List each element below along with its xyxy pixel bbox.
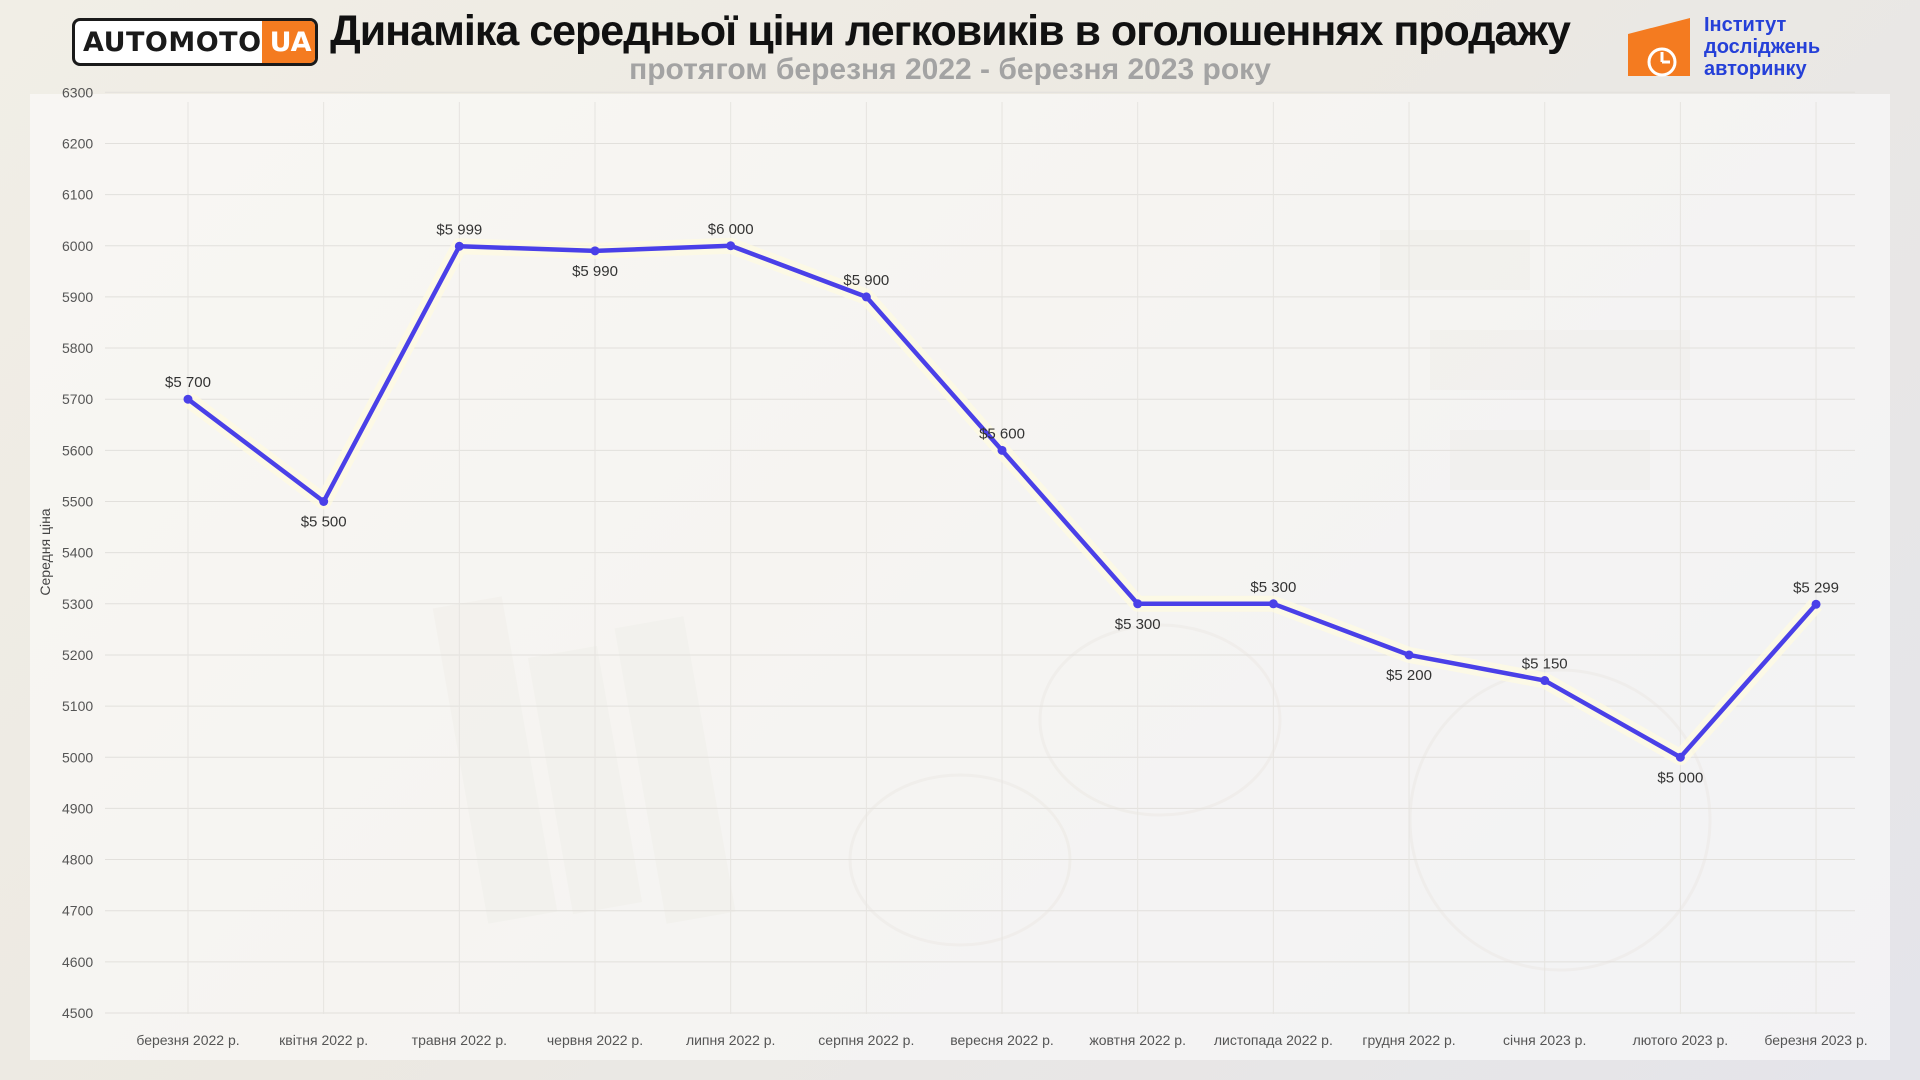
data-label: $5 999 <box>436 221 482 238</box>
data-point <box>319 497 329 506</box>
x-tick-label: квітня 2022 р. <box>279 1032 368 1048</box>
y-axis-label: Середня ціна <box>37 508 53 595</box>
data-point <box>1268 599 1278 609</box>
data-point <box>726 241 736 251</box>
y-tick-label: 5600 <box>62 442 93 458</box>
x-tick-label: лютого 2023 р. <box>1633 1032 1729 1048</box>
y-tick-label: 5900 <box>62 289 93 305</box>
y-tick-label: 4500 <box>62 1005 93 1021</box>
data-label: $5 300 <box>1250 579 1296 596</box>
y-tick-label: 6100 <box>62 187 93 203</box>
y-tick-label: 5100 <box>62 698 93 714</box>
y-tick-label: 6200 <box>62 135 93 151</box>
y-tick-label: 5000 <box>62 749 93 765</box>
y-tick-label: 5700 <box>62 391 93 407</box>
data-point <box>1404 650 1414 660</box>
institute-emblem-icon <box>1628 18 1690 77</box>
logo-main-text: AUTOMOTO <box>83 26 262 58</box>
chart-panel <box>30 94 1890 1060</box>
y-tick-label: 6000 <box>62 238 93 254</box>
data-label: $5 900 <box>843 272 889 289</box>
data-label: $5 000 <box>1657 769 1703 786</box>
x-tick-label: грудня 2022 р. <box>1362 1032 1455 1048</box>
y-tick-label: 5800 <box>62 340 93 356</box>
data-point <box>997 445 1007 455</box>
data-label: $5 150 <box>1522 656 1568 673</box>
data-point <box>590 246 600 256</box>
y-tick-label: 6300 <box>62 84 93 100</box>
data-label: $5 500 <box>301 514 347 531</box>
data-point <box>183 394 193 404</box>
data-point <box>1675 752 1685 762</box>
x-tick-label: травня 2022 р. <box>412 1032 507 1048</box>
logo-accent-text: UA <box>261 21 315 63</box>
x-tick-label: червня 2022 р. <box>547 1032 643 1048</box>
x-tick-label: жовтня 2022 р. <box>1089 1032 1186 1048</box>
data-label: $5 990 <box>572 263 618 280</box>
x-tick-label: січня 2023 р. <box>1503 1032 1586 1048</box>
chart-subtitle: протягом березня 2022 - березня 2023 рок… <box>629 53 1271 86</box>
data-point <box>1133 599 1143 609</box>
y-tick-label: 5300 <box>62 596 93 612</box>
y-tick-label: 4900 <box>62 800 93 816</box>
x-tick-label: листопада 2022 р. <box>1214 1032 1333 1048</box>
y-tick-label: 4800 <box>62 852 93 868</box>
data-label: $6 000 <box>708 221 754 238</box>
x-tick-label: серпня 2022 р. <box>818 1032 914 1048</box>
y-tick-label: 5200 <box>62 647 93 663</box>
automoto-ua-logo: AUTOMOTO UA <box>72 18 318 66</box>
institute-logo: Інститут досліджень авторинку <box>1624 14 1884 80</box>
data-label: $5 700 <box>165 374 211 391</box>
y-tick-label: 4600 <box>62 954 93 970</box>
data-point <box>454 241 464 251</box>
data-point <box>861 292 871 302</box>
data-label: $5 299 <box>1793 579 1839 596</box>
data-point <box>1540 676 1550 686</box>
data-label: $5 200 <box>1386 667 1432 684</box>
data-point <box>1811 599 1821 609</box>
x-tick-label: липня 2022 р. <box>686 1032 775 1048</box>
x-tick-label: вересня 2022 р. <box>950 1032 1054 1048</box>
data-label: $5 300 <box>1115 616 1161 633</box>
chart-title: Динаміка середньої ціни легковиків в ого… <box>330 7 1571 55</box>
institute-line-3: авторинку <box>1704 58 1807 80</box>
x-tick-label: березня 2022 р. <box>136 1032 239 1048</box>
y-tick-label: 5500 <box>62 494 93 510</box>
institute-line-1: Інститут <box>1704 14 1787 36</box>
institute-line-2: досліджень <box>1704 36 1821 58</box>
data-label: $5 600 <box>979 425 1025 442</box>
y-tick-label: 4700 <box>62 903 93 919</box>
y-tick-label: 5400 <box>62 545 93 561</box>
x-tick-label: березня 2023 р. <box>1764 1032 1867 1048</box>
